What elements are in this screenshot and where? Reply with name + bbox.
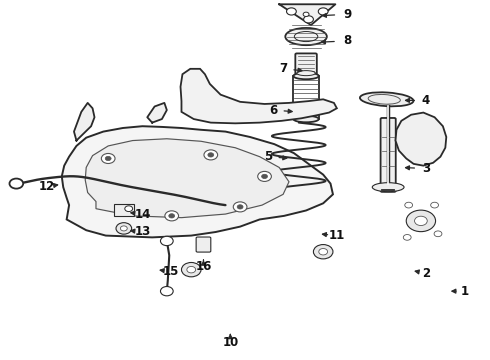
Circle shape (319, 248, 328, 255)
Polygon shape (395, 113, 446, 166)
Circle shape (169, 214, 174, 218)
Text: 11: 11 (329, 229, 345, 242)
Text: 15: 15 (163, 265, 179, 278)
Ellipse shape (360, 92, 414, 106)
Circle shape (105, 156, 111, 161)
FancyBboxPatch shape (381, 118, 396, 192)
FancyBboxPatch shape (114, 204, 134, 216)
Circle shape (403, 234, 411, 240)
Circle shape (262, 174, 268, 179)
Circle shape (121, 226, 127, 231)
Ellipse shape (372, 183, 404, 192)
Text: 10: 10 (222, 336, 239, 348)
FancyBboxPatch shape (295, 53, 317, 74)
Ellipse shape (294, 116, 319, 122)
Text: 13: 13 (134, 225, 150, 238)
Circle shape (287, 8, 296, 15)
Circle shape (406, 210, 436, 231)
Circle shape (318, 8, 328, 15)
Polygon shape (147, 103, 167, 123)
Circle shape (258, 171, 271, 181)
Polygon shape (62, 126, 333, 237)
Polygon shape (85, 139, 289, 218)
Polygon shape (279, 4, 335, 25)
FancyBboxPatch shape (196, 237, 211, 252)
Circle shape (125, 206, 133, 212)
Text: 4: 4 (422, 94, 430, 107)
Text: 8: 8 (343, 34, 352, 48)
Polygon shape (180, 69, 337, 123)
Circle shape (304, 16, 314, 23)
Circle shape (9, 179, 23, 189)
Circle shape (431, 202, 439, 208)
Circle shape (237, 205, 243, 209)
Circle shape (415, 216, 427, 226)
Text: 9: 9 (343, 8, 352, 21)
Text: 7: 7 (279, 62, 287, 75)
Circle shape (303, 12, 309, 17)
Ellipse shape (297, 71, 316, 76)
Circle shape (101, 153, 115, 163)
Circle shape (233, 202, 247, 212)
Text: 5: 5 (264, 150, 272, 163)
Circle shape (405, 202, 413, 208)
Text: 12: 12 (39, 180, 55, 193)
Text: 3: 3 (422, 162, 430, 175)
Circle shape (187, 266, 196, 273)
Ellipse shape (285, 28, 327, 45)
Polygon shape (74, 103, 95, 140)
Ellipse shape (294, 73, 319, 79)
Text: 1: 1 (461, 285, 469, 298)
Text: 14: 14 (134, 208, 150, 221)
Text: 16: 16 (196, 260, 212, 273)
Text: 2: 2 (422, 267, 430, 280)
Circle shape (434, 231, 442, 237)
Circle shape (181, 262, 201, 277)
Circle shape (160, 236, 173, 246)
Circle shape (208, 153, 214, 157)
Circle shape (314, 244, 333, 259)
Circle shape (160, 287, 173, 296)
Circle shape (204, 150, 218, 160)
Circle shape (165, 211, 178, 221)
Circle shape (116, 223, 132, 234)
Text: 6: 6 (269, 104, 277, 117)
